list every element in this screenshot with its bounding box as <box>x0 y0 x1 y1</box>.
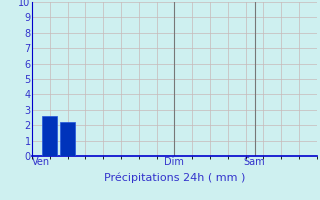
X-axis label: Précipitations 24h ( mm ): Précipitations 24h ( mm ) <box>104 173 245 183</box>
Bar <box>60 122 75 156</box>
Bar <box>42 116 57 156</box>
